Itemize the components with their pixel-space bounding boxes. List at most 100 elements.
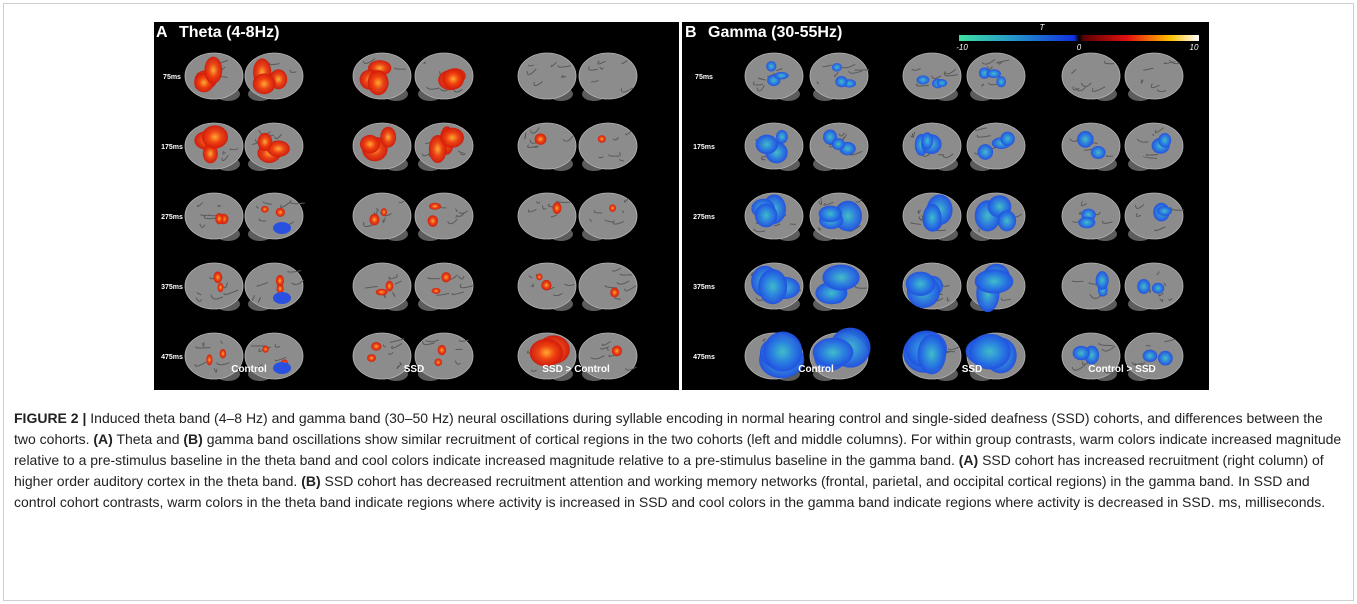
activation <box>385 280 394 292</box>
sulcus <box>841 63 856 69</box>
activation <box>215 213 224 225</box>
activation <box>529 338 563 367</box>
sulcus <box>1142 67 1154 71</box>
sulcus <box>389 338 405 343</box>
sulcus <box>455 212 465 217</box>
activation <box>252 73 276 95</box>
brain <box>578 262 638 310</box>
sulcus <box>948 346 960 351</box>
activation <box>921 132 933 150</box>
sulcus <box>625 366 637 371</box>
sulcus <box>1135 212 1142 217</box>
row-label: 475ms <box>161 354 183 361</box>
sulcus <box>1071 364 1086 371</box>
sulcus <box>387 351 394 355</box>
activation <box>831 62 842 72</box>
sulcus <box>1101 345 1116 352</box>
sulcus <box>753 228 766 233</box>
sulcus <box>591 80 599 83</box>
sulcus <box>1075 86 1087 92</box>
activation <box>916 75 930 85</box>
activation <box>380 126 397 148</box>
caption-text: (B) <box>301 473 321 489</box>
sulcus <box>789 223 797 225</box>
sulcus <box>426 86 440 90</box>
panel-label: B <box>685 24 697 41</box>
sulcus <box>216 362 230 366</box>
row-label: 275ms <box>161 214 183 221</box>
sulcus <box>229 148 239 151</box>
activation <box>434 358 443 367</box>
activation <box>936 79 948 87</box>
panel-label: A <box>156 24 168 41</box>
activation <box>534 133 547 145</box>
sulcus <box>553 292 563 297</box>
sulcus <box>564 283 575 286</box>
sulcus <box>752 81 763 86</box>
sulcus <box>1072 86 1080 91</box>
sulcus <box>427 277 441 280</box>
activation <box>763 331 803 372</box>
sulcus <box>254 364 263 368</box>
activation <box>536 273 543 281</box>
brain <box>578 122 638 170</box>
sulcus <box>562 135 574 142</box>
sulcus <box>1154 226 1166 232</box>
activation <box>275 207 285 217</box>
sulcus <box>911 68 921 71</box>
sulcus <box>1159 298 1164 302</box>
sulcus <box>382 294 387 299</box>
row-label: 175ms <box>161 144 183 151</box>
row-label: 75ms <box>163 74 181 81</box>
brain <box>1124 52 1184 100</box>
activation <box>380 208 387 217</box>
activation <box>758 268 788 305</box>
sulcus <box>597 60 606 65</box>
row-label: 475ms <box>693 354 715 361</box>
panel-title: Gamma (30-55Hz) <box>708 24 842 41</box>
sulcus <box>1080 82 1092 87</box>
sulcus <box>535 201 541 204</box>
activation <box>1142 349 1158 363</box>
sulcus <box>460 153 466 156</box>
sulcus <box>838 132 846 137</box>
sulcus <box>1103 60 1115 65</box>
activation <box>206 354 213 366</box>
sulcus <box>604 219 615 223</box>
sulcus <box>458 210 469 214</box>
brain <box>352 262 412 310</box>
sulcus <box>527 64 535 67</box>
sulcus <box>588 66 598 71</box>
sulcus <box>436 292 450 296</box>
sulcus <box>1102 220 1113 224</box>
column-label: Control > SSD <box>1088 364 1156 375</box>
activation <box>776 129 788 144</box>
sulcus <box>399 362 403 366</box>
activation <box>755 134 778 155</box>
activation <box>1157 206 1173 216</box>
sulcus <box>981 83 985 87</box>
activation <box>273 292 291 304</box>
column-label: SSD > Control <box>542 364 610 375</box>
sulcus <box>454 360 461 365</box>
caption-text: (B) <box>183 431 203 447</box>
sulcus <box>375 207 380 212</box>
brain <box>184 332 244 380</box>
activation <box>1095 271 1109 290</box>
caption-text: SSD cohort has decreased recruitment att… <box>14 473 1326 510</box>
sulcus <box>1143 364 1154 369</box>
caption-text: (A) <box>93 431 113 447</box>
sulcus <box>547 203 554 208</box>
brain <box>578 52 638 100</box>
sulcus <box>1164 338 1176 343</box>
activation <box>597 135 606 143</box>
sulcus <box>201 342 205 347</box>
sulcus <box>274 133 283 140</box>
sulcus <box>217 204 221 207</box>
sulcus <box>382 217 386 223</box>
activation <box>766 61 777 72</box>
sulcus <box>457 150 464 154</box>
sulcus <box>203 214 217 220</box>
sulcus <box>618 152 622 156</box>
sulcus <box>823 201 834 206</box>
